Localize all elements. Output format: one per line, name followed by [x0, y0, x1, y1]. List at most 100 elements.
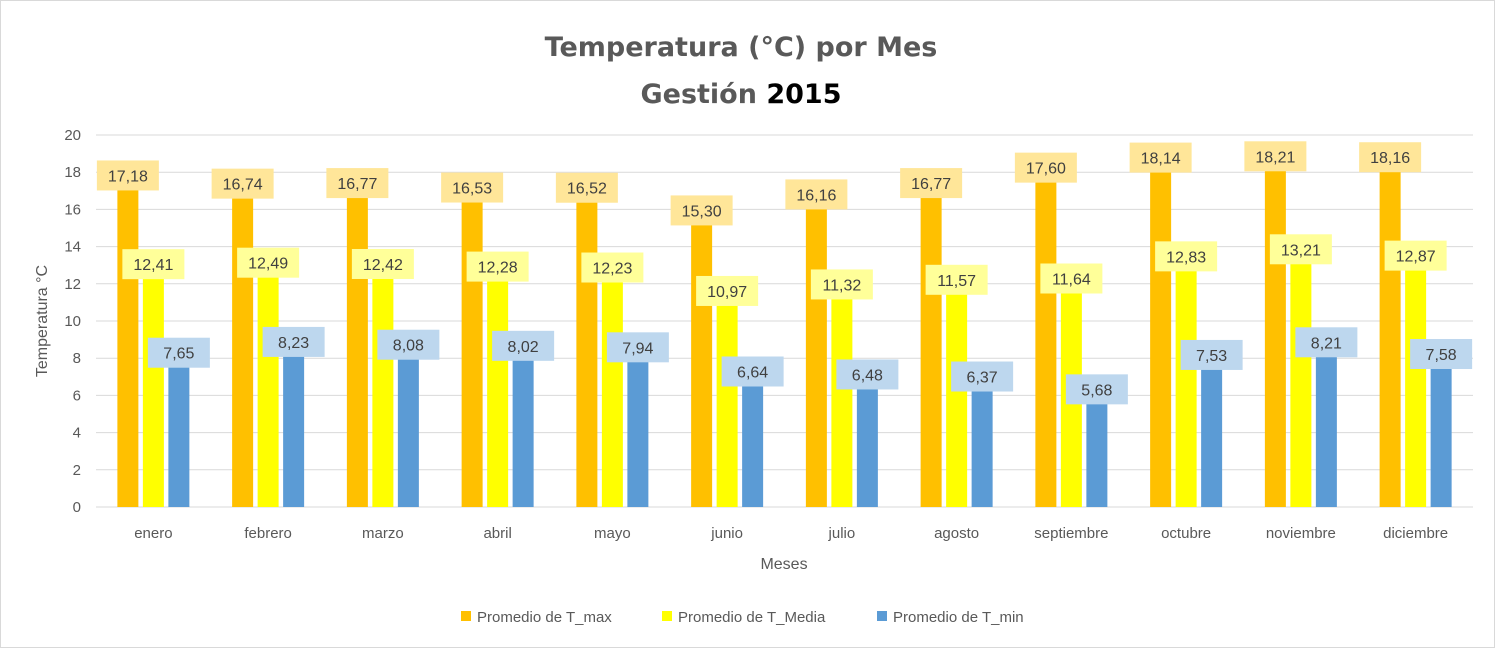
data-label: 12,87 — [1396, 249, 1436, 266]
bar — [1379, 169, 1401, 507]
bar — [1405, 267, 1427, 507]
y-tick-label: 8 — [73, 350, 81, 367]
bar — [117, 187, 139, 507]
x-tick-label: septiembre — [1034, 525, 1108, 542]
data-label: 11,32 — [822, 277, 861, 294]
data-label-background — [122, 249, 185, 280]
data-label: 11,64 — [1052, 271, 1091, 288]
bar — [487, 278, 509, 507]
data-label-background — [237, 247, 300, 278]
y-tick-label: 18 — [64, 164, 81, 181]
data-label: 12,41 — [133, 257, 173, 274]
bar — [946, 291, 968, 507]
bar — [856, 386, 878, 507]
data-label: 8,21 — [1311, 335, 1342, 352]
data-label-background — [1014, 152, 1077, 183]
x-tick-label: diciembre — [1383, 525, 1448, 542]
data-label-background — [466, 251, 529, 282]
data-label: 16,77 — [337, 176, 377, 193]
legend-label: Promedio de T_max — [477, 609, 612, 626]
data-label-background — [1269, 234, 1332, 265]
data-label-background — [606, 332, 669, 363]
data-label-background — [785, 179, 848, 210]
x-tick-label: enero — [134, 525, 172, 542]
data-label: 17,60 — [1026, 161, 1066, 178]
bar — [920, 195, 942, 507]
bar — [1150, 169, 1172, 507]
data-label-background — [96, 160, 159, 191]
y-tick-label: 14 — [64, 239, 81, 256]
legend-label: Promedio de T_min — [893, 609, 1024, 626]
data-label: 6,48 — [852, 367, 883, 384]
data-label: 10,97 — [707, 284, 747, 301]
data-label: 12,42 — [363, 257, 403, 274]
bar — [461, 199, 483, 508]
chart-subtitle-prefix: Gestión — [640, 79, 766, 110]
data-label-background — [1180, 339, 1243, 370]
data-label-background — [555, 172, 618, 203]
data-label: 12,49 — [248, 256, 288, 273]
data-label: 16,52 — [567, 181, 607, 198]
data-label-background — [377, 329, 440, 360]
bar — [805, 206, 827, 507]
legend-swatch — [877, 611, 887, 621]
y-tick-label: 20 — [64, 127, 81, 144]
data-label-background — [670, 195, 733, 226]
chart-subtitle-year: 2015 — [766, 79, 841, 110]
data-label: 5,68 — [1081, 382, 1112, 399]
data-label: 18,16 — [1370, 150, 1410, 167]
y-tick-label: 16 — [64, 201, 81, 218]
data-label-background — [1040, 263, 1103, 294]
x-tick-label: abril — [483, 525, 511, 542]
data-label-background — [492, 330, 555, 361]
bar — [971, 388, 993, 507]
data-label: 16,77 — [911, 176, 951, 193]
data-label: 11,57 — [937, 273, 976, 290]
data-label: 13,21 — [1281, 242, 1321, 259]
x-tick-label: julio — [828, 525, 856, 542]
bar — [831, 296, 853, 507]
data-label: 12,23 — [592, 261, 632, 278]
x-axis-title: Meses — [760, 556, 807, 573]
data-label: 8,23 — [278, 335, 309, 352]
x-tick-label: mayo — [594, 525, 631, 542]
data-label: 6,37 — [967, 370, 998, 387]
data-label: 6,64 — [737, 364, 768, 381]
data-label: 18,21 — [1255, 149, 1295, 166]
bar — [1201, 366, 1223, 507]
data-label-background — [1359, 142, 1422, 173]
bar — [1315, 354, 1337, 507]
bar — [372, 275, 394, 507]
bar — [1086, 401, 1108, 507]
bar — [1430, 366, 1452, 507]
data-label: 18,14 — [1141, 151, 1181, 168]
x-tick-label: febrero — [244, 525, 292, 542]
data-label: 7,58 — [1426, 347, 1457, 364]
legend-swatch — [662, 611, 672, 621]
gridlines — [96, 134, 1473, 508]
x-tick-label: agosto — [934, 525, 979, 542]
y-tick-label: 0 — [73, 499, 81, 516]
data-label-background — [836, 359, 899, 390]
bar — [1035, 179, 1057, 507]
y-tick-label: 2 — [73, 462, 81, 479]
x-tick-label: octubre — [1161, 525, 1211, 542]
data-label-background — [211, 168, 274, 199]
data-label: 17,18 — [108, 168, 148, 185]
x-tick-labels: enero febrero marzo abril mayo junio julio agos… — [134, 525, 1448, 542]
data-label-background — [581, 252, 644, 283]
bar — [691, 222, 713, 508]
y-tick-label: 4 — [73, 425, 81, 442]
legend-swatch — [461, 611, 471, 621]
data-label-background — [951, 361, 1014, 392]
data-label-background — [1129, 142, 1192, 173]
data-label-background — [441, 172, 504, 203]
legend-label: Promedio de T_Media — [678, 609, 826, 626]
legend: Promedio de T_max Promedio de T_Media Prom… — [461, 609, 1024, 626]
data-label-background — [1155, 241, 1218, 272]
bar — [283, 353, 305, 507]
y-tick-labels: 0 2 4 6 8 10 12 14 16 18 20 — [64, 127, 81, 516]
y-tick-label: 6 — [73, 387, 81, 404]
